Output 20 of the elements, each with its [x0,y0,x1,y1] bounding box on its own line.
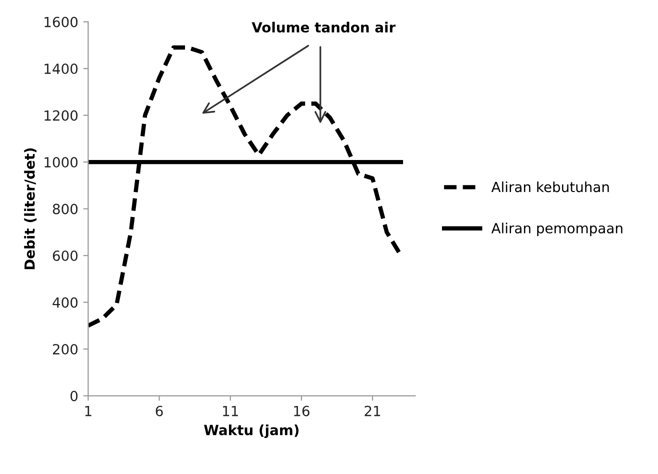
x-tick-label: 1 [85,406,92,416]
y-tick-label: 1400 [44,64,78,74]
y-tick-label: 400 [52,297,78,308]
legend-label: Aliran pemompaan [491,222,622,236]
y-tick-label: 600 [52,250,78,262]
annotation: Volume tandon air [252,22,396,33]
x-tick-label: 11 [223,406,238,416]
y-tick-label: 200 [52,344,78,355]
line-series [88,45,404,328]
y-tick-label: 1200 [44,110,78,121]
y-tick-label: 800 [52,204,78,214]
x-tick-label: 6 [156,406,163,416]
x-tick-label: 16 [294,406,310,416]
y-axis-title: Debit (liter/det) [24,148,36,270]
y-tick-label: 1000 [44,157,78,168]
y-tick-label: 0 [70,390,78,402]
x-axis-title: Waktu (jam) [204,424,299,438]
legend-label: Aliran kebutuhan [491,181,609,192]
x-tick-label: 21 [364,406,380,416]
y-tick-label: 1600 [44,16,78,28]
